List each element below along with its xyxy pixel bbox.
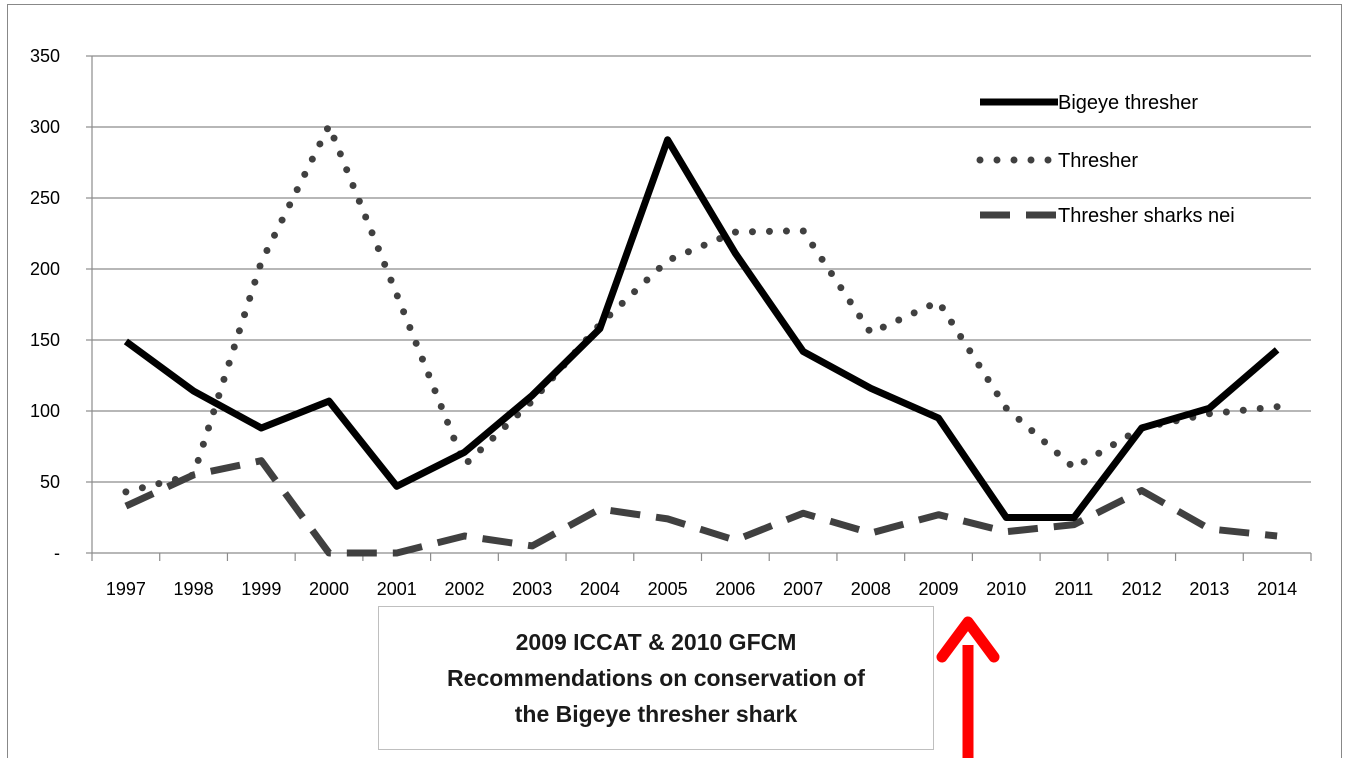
y-tick-label: 150 [30,330,60,350]
x-tick-label: 1997 [106,579,146,599]
y-tick-label: 50 [40,472,60,492]
x-tick-label: 1999 [241,579,281,599]
x-tick-label: 2003 [512,579,552,599]
annotation-arrow [936,616,1000,758]
annotation-line-1: 2009 ICCAT & 2010 GFCM [515,629,797,655]
legend-label: Bigeye thresher [1058,92,1198,114]
axes: - 50 100 150 200 250 300 350 1997 1998 1999 2000 200… [30,46,1312,599]
x-tick-label: 2005 [648,579,688,599]
series-line-bigeye-thresher [123,136,1280,521]
x-tick-label: 2001 [377,579,417,599]
x-tick-label: 2010 [986,579,1026,599]
x-tick-label: 1998 [174,579,214,599]
y-tick-label: 200 [30,259,60,279]
x-tick-label: 2006 [715,579,755,599]
legend: Bigeye thresher Thresher Thresher sharks n… [976,92,1235,227]
y-tick-label: 250 [30,188,60,208]
y-tick-label: - [54,543,60,563]
legend-label: Thresher sharks nei [1058,205,1235,227]
arrow-head [936,616,1000,663]
x-tick-label: 2008 [851,579,891,599]
series-line-thresher-sharks-nei [124,457,1278,557]
annotation-box: 2009 ICCAT & 2010 GFCM Recommendations o… [378,606,934,750]
x-tick-label: 2013 [1189,579,1229,599]
x-tick-label: 2002 [444,579,484,599]
x-tick-label: 2007 [783,579,823,599]
y-tick-label: 300 [30,117,60,137]
x-tick-label: 2000 [309,579,349,599]
annotation-text: 2009 ICCAT & 2010 GFCM Recommendations o… [447,624,865,732]
x-tick-label: 2004 [580,579,620,599]
x-tick-label: 2012 [1122,579,1162,599]
legend-label: Thresher [1058,150,1138,172]
y-tick-label: 350 [30,46,60,66]
y-tick-label: 100 [30,401,60,421]
series-line-thresher [122,122,1281,496]
series-lines [122,122,1281,557]
x-tick-label: 2009 [919,579,959,599]
x-tick-label: 2011 [1055,579,1094,599]
annotation-line-2: Recommendations on conservation of [447,665,865,691]
x-tick-label: 2014 [1257,579,1297,599]
annotation-line-3: the Bigeye thresher shark [514,701,798,727]
